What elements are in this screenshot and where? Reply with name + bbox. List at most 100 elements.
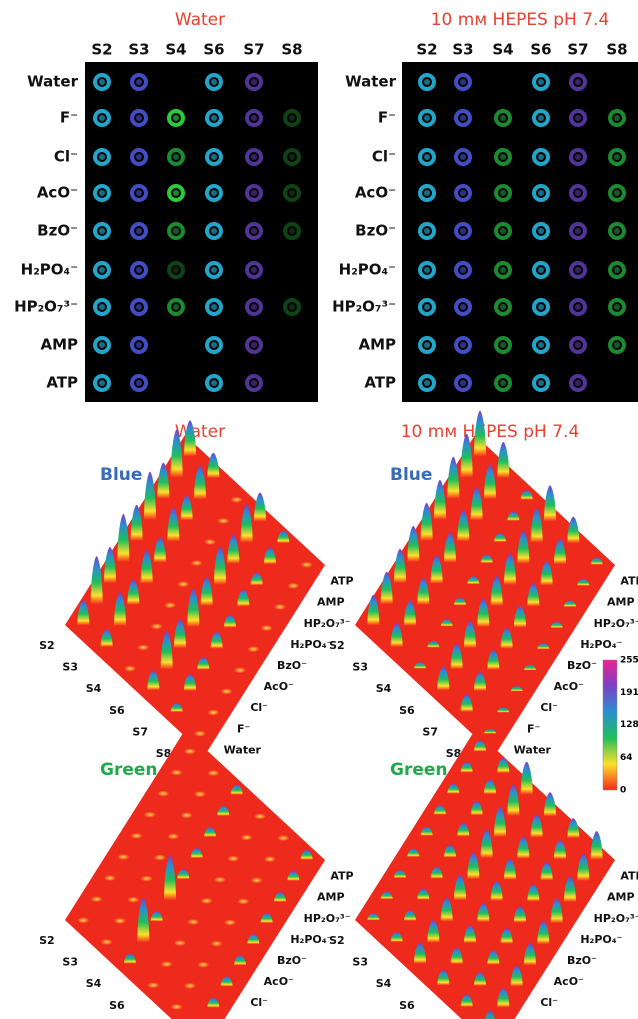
- row-label: H₂PO₄⁻: [339, 261, 396, 279]
- peak: [564, 600, 576, 607]
- axis-label: S6: [399, 704, 415, 717]
- peak: [494, 533, 506, 542]
- peak: [460, 694, 473, 712]
- peak: [137, 897, 150, 943]
- peak: [500, 928, 513, 944]
- row-label: F⁻: [60, 109, 78, 127]
- spot-core: [614, 154, 620, 160]
- spot-core: [173, 115, 179, 121]
- spot-core: [460, 190, 466, 196]
- peak: [470, 801, 483, 816]
- axis-label: F⁻: [527, 722, 541, 735]
- spot: [167, 184, 185, 202]
- spot: [454, 73, 472, 91]
- spot: [130, 222, 148, 240]
- column-label: S2: [416, 41, 437, 59]
- spot-core: [500, 304, 506, 310]
- peak: [430, 866, 443, 879]
- spot: [494, 336, 512, 354]
- peak: [464, 925, 476, 944]
- axis-label: HP₂O₇³⁻: [304, 617, 351, 630]
- spot-bump: [277, 835, 290, 842]
- axis-label: AMP: [317, 891, 345, 904]
- spot-core: [136, 228, 142, 234]
- spot-bump: [164, 602, 176, 609]
- peak: [444, 532, 456, 563]
- peak: [477, 598, 490, 627]
- spot-core: [538, 267, 544, 273]
- spot-bump: [237, 898, 250, 905]
- spot: [454, 148, 472, 166]
- axis-label: S6: [109, 999, 125, 1012]
- spot-core: [136, 304, 142, 310]
- peak: [467, 576, 480, 585]
- plate-image: [85, 62, 318, 402]
- column-label: S7: [567, 41, 588, 59]
- spot-core: [424, 228, 430, 234]
- peak: [497, 757, 510, 774]
- peak: [430, 555, 443, 584]
- spot-bump: [217, 517, 230, 524]
- peak: [530, 814, 543, 838]
- column-label: S6: [203, 41, 224, 59]
- spot-bump: [177, 581, 190, 588]
- spot: [93, 298, 111, 316]
- spot-bump: [157, 790, 170, 797]
- spot: [205, 184, 223, 202]
- spot: [532, 261, 550, 279]
- spot-core: [538, 154, 544, 160]
- spot: [418, 336, 436, 354]
- spot-bump: [124, 665, 136, 672]
- spot: [569, 73, 587, 91]
- spot: [167, 148, 185, 166]
- spot: [608, 222, 626, 240]
- spot-bump: [150, 623, 163, 630]
- peak: [544, 485, 556, 522]
- peak: [404, 910, 416, 921]
- spot-bump: [77, 917, 90, 924]
- column-label: S8: [606, 41, 627, 59]
- spot-bump: [127, 896, 140, 903]
- peak: [554, 840, 566, 860]
- peak: [367, 594, 380, 626]
- peak: [250, 572, 263, 586]
- spot: [454, 298, 472, 316]
- spot: [418, 374, 436, 392]
- spot: [205, 222, 223, 240]
- spot: [532, 298, 550, 316]
- peak: [174, 619, 186, 649]
- peak: [234, 955, 246, 966]
- spot-core: [575, 190, 581, 196]
- spot: [245, 261, 263, 279]
- spot-core: [211, 154, 217, 160]
- peak: [497, 442, 510, 479]
- peak: [114, 592, 126, 626]
- spot: [93, 73, 111, 91]
- peak: [197, 657, 210, 670]
- colorbar: [602, 659, 618, 791]
- spot-core: [251, 190, 257, 196]
- spot-core: [460, 304, 466, 310]
- peak: [450, 947, 463, 965]
- axis-label: S7: [132, 726, 148, 739]
- peak: [480, 554, 493, 564]
- peak: [530, 508, 543, 543]
- axis-label: S4: [86, 977, 102, 990]
- axis-label: AMP: [317, 596, 345, 609]
- plate-image: [402, 62, 638, 402]
- spot-core: [99, 267, 105, 273]
- peak: [590, 557, 603, 565]
- peak: [487, 950, 500, 965]
- spot: [167, 298, 185, 316]
- peak: [414, 942, 426, 964]
- spot-bump: [167, 833, 180, 840]
- spot: [130, 148, 148, 166]
- spot-core: [289, 154, 295, 160]
- spot-bump: [104, 875, 116, 882]
- colorbar-tick-label: 255: [620, 656, 638, 666]
- axis-label: S3: [62, 956, 78, 969]
- spot: [283, 298, 301, 316]
- row-label: AMP: [358, 336, 396, 354]
- spot: [130, 336, 148, 354]
